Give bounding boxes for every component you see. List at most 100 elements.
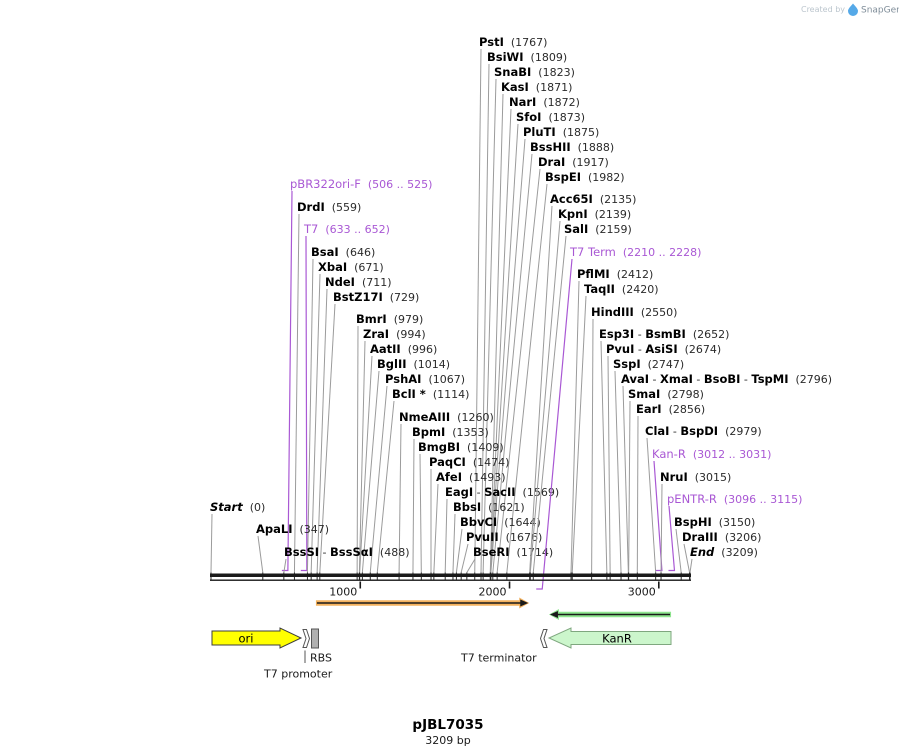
enzyme-label[interactable]: PvuI - AsiSI (2674) bbox=[606, 342, 721, 356]
leader-line bbox=[316, 288, 328, 573]
primer-label[interactable]: T7 (633 .. 652) bbox=[303, 222, 390, 236]
enzyme-label[interactable]: DrdI (559) bbox=[297, 200, 361, 214]
enzyme-label[interactable]: PvuII (1676) bbox=[466, 530, 542, 544]
leader-line bbox=[398, 423, 402, 573]
leader-line bbox=[600, 340, 608, 573]
leader-line bbox=[490, 138, 526, 573]
enzyme-label[interactable]: AvaI - XmaI - BsoBI - TspMI (2796) bbox=[621, 372, 832, 386]
leader-line bbox=[359, 355, 373, 573]
enzyme-label[interactable]: NarI (1872) bbox=[509, 95, 580, 109]
primer-label[interactable]: pENTR-R (3096 .. 3115) bbox=[667, 492, 802, 506]
snapgene-logo-icon bbox=[848, 3, 858, 16]
leader-line bbox=[356, 325, 359, 573]
t7-promoter-label: T7 promoter bbox=[263, 668, 333, 681]
leader-line bbox=[480, 63, 490, 573]
enzyme-label[interactable]: XbaI (671) bbox=[318, 260, 384, 274]
t7-terminator-glyph[interactable] bbox=[539, 629, 548, 648]
enzyme-label[interactable]: EarI (2856) bbox=[636, 402, 705, 416]
enzyme-label[interactable]: BspEI (1982) bbox=[545, 170, 625, 184]
enzyme-label[interactable]: KasI (1871) bbox=[501, 80, 572, 94]
ori-label: ori bbox=[239, 632, 254, 646]
leader-line bbox=[433, 483, 439, 573]
leader-line bbox=[293, 213, 300, 573]
enzyme-label[interactable]: PluTI (1875) bbox=[523, 125, 599, 139]
enzyme-label[interactable]: TaqII (2420) bbox=[584, 282, 659, 296]
leader-line bbox=[529, 205, 553, 573]
leader-line bbox=[358, 340, 366, 573]
enzyme-label[interactable]: BbvCI (1644) bbox=[460, 515, 541, 529]
feature-kanr[interactable]: KanR bbox=[547, 627, 672, 649]
enzyme-label[interactable]: ZraI (994) bbox=[363, 327, 426, 341]
enzyme-label[interactable]: DraIII (3206) bbox=[682, 530, 761, 544]
enzyme-label[interactable]: PshAI (1067) bbox=[385, 372, 465, 386]
watermark-brand: SnapGene bbox=[861, 6, 899, 16]
map-line-thick[interactable] bbox=[210, 573, 691, 578]
enzyme-label[interactable]: SmaI (2798) bbox=[628, 387, 704, 401]
enzyme-label[interactable]: BsiWI (1809) bbox=[487, 50, 567, 64]
axis-tick-label: 2000 bbox=[479, 586, 507, 599]
enzyme-label[interactable]: BsaI (646) bbox=[311, 245, 375, 259]
primer-label[interactable]: Kan-R (3012 .. 3031) bbox=[652, 447, 771, 461]
enzyme-label[interactable]: BmrI (979) bbox=[356, 312, 423, 326]
enzyme-label[interactable]: SfoI (1873) bbox=[516, 110, 585, 124]
terminus-label[interactable]: End (3209) bbox=[690, 545, 758, 559]
leader-line bbox=[283, 558, 287, 573]
leader-line bbox=[419, 453, 422, 573]
leader-line bbox=[455, 528, 463, 573]
enzyme-label[interactable]: BssSI - BssSαI (488) bbox=[284, 545, 410, 559]
plasmid-title: pJBL7035 bbox=[412, 717, 483, 733]
primer-leader-line bbox=[668, 505, 676, 572]
leader-line bbox=[529, 220, 561, 573]
enzyme-label[interactable]: BclI * (1114) bbox=[392, 387, 469, 401]
map-line-thin bbox=[210, 579, 691, 581]
enzyme-label[interactable]: PflMI (2412) bbox=[577, 267, 653, 281]
enzyme-label[interactable]: AfeI (1493) bbox=[436, 470, 506, 484]
enzyme-label[interactable]: ApaLI (347) bbox=[256, 522, 329, 536]
enzyme-label[interactable]: BglII (1014) bbox=[377, 357, 450, 371]
enzyme-label[interactable]: SspI (2747) bbox=[613, 357, 684, 371]
t7-promoter-glyph[interactable] bbox=[302, 629, 311, 648]
leader-line bbox=[460, 543, 469, 573]
enzyme-label[interactable]: PaqCI (1474) bbox=[429, 455, 509, 469]
enzyme-label[interactable]: HindIII (2550) bbox=[591, 305, 677, 319]
enzyme-label[interactable]: BmgBI (1409) bbox=[418, 440, 504, 454]
enzyme-label[interactable]: NmeAIII (1260) bbox=[399, 410, 494, 424]
enzyme-label[interactable]: BbsI (1621) bbox=[453, 500, 525, 514]
leader-line bbox=[257, 535, 264, 573]
kanr-arrow[interactable] bbox=[547, 627, 672, 649]
enzyme-label[interactable]: KpnI (2139) bbox=[558, 207, 631, 221]
leader-line bbox=[474, 48, 482, 573]
enzyme-label[interactable]: AatII (996) bbox=[370, 342, 437, 356]
primer-label[interactable]: T7 Term (2210 .. 2228) bbox=[569, 245, 701, 259]
enzyme-label[interactable]: SnaBI (1823) bbox=[494, 65, 575, 79]
feature-ori[interactable]: ori bbox=[211, 627, 303, 649]
enzyme-label[interactable]: BstZ17I (729) bbox=[333, 290, 419, 304]
rbs-box[interactable] bbox=[311, 628, 319, 649]
enzyme-label[interactable]: SalI (2159) bbox=[564, 222, 632, 236]
leader-line bbox=[361, 370, 380, 573]
enzyme-label[interactable]: ClaI - BspDI (2979) bbox=[645, 424, 762, 438]
enzyme-label[interactable]: BseRI(1714) bbox=[473, 545, 553, 559]
rbs-label: RBS bbox=[310, 652, 332, 665]
enzyme-label[interactable]: NruI (3015) bbox=[660, 470, 731, 484]
primer-label[interactable]: pBR322ori-F (506 .. 525) bbox=[290, 177, 432, 191]
ori-arrow[interactable] bbox=[211, 627, 303, 649]
enzyme-label[interactable]: BspHI (3150) bbox=[674, 515, 755, 529]
enzyme-label[interactable]: NdeI (711) bbox=[325, 275, 392, 289]
enzyme-label[interactable]: DraI (1917) bbox=[538, 155, 609, 169]
orf-reverse-core-head bbox=[549, 611, 558, 618]
leader-line bbox=[492, 153, 533, 573]
leader-line bbox=[319, 303, 336, 573]
terminus-label[interactable]: Start (0) bbox=[210, 500, 265, 514]
enzyme-label[interactable]: PstI (1767) bbox=[479, 35, 547, 49]
axis-tick-label: 1000 bbox=[329, 586, 357, 599]
leader-line bbox=[683, 543, 691, 573]
leader-line bbox=[628, 400, 631, 573]
enzyme-label[interactable]: Acc65I (2135) bbox=[550, 192, 636, 206]
enzyme-label[interactable]: BssHII (1888) bbox=[530, 140, 614, 154]
enzyme-label[interactable]: BpmI (1353) bbox=[412, 425, 489, 439]
primer-leader-line bbox=[653, 460, 663, 572]
enzyme-label[interactable]: Esp3I - BsmBI (2652) bbox=[599, 327, 729, 341]
primer-leader-line bbox=[300, 235, 308, 572]
